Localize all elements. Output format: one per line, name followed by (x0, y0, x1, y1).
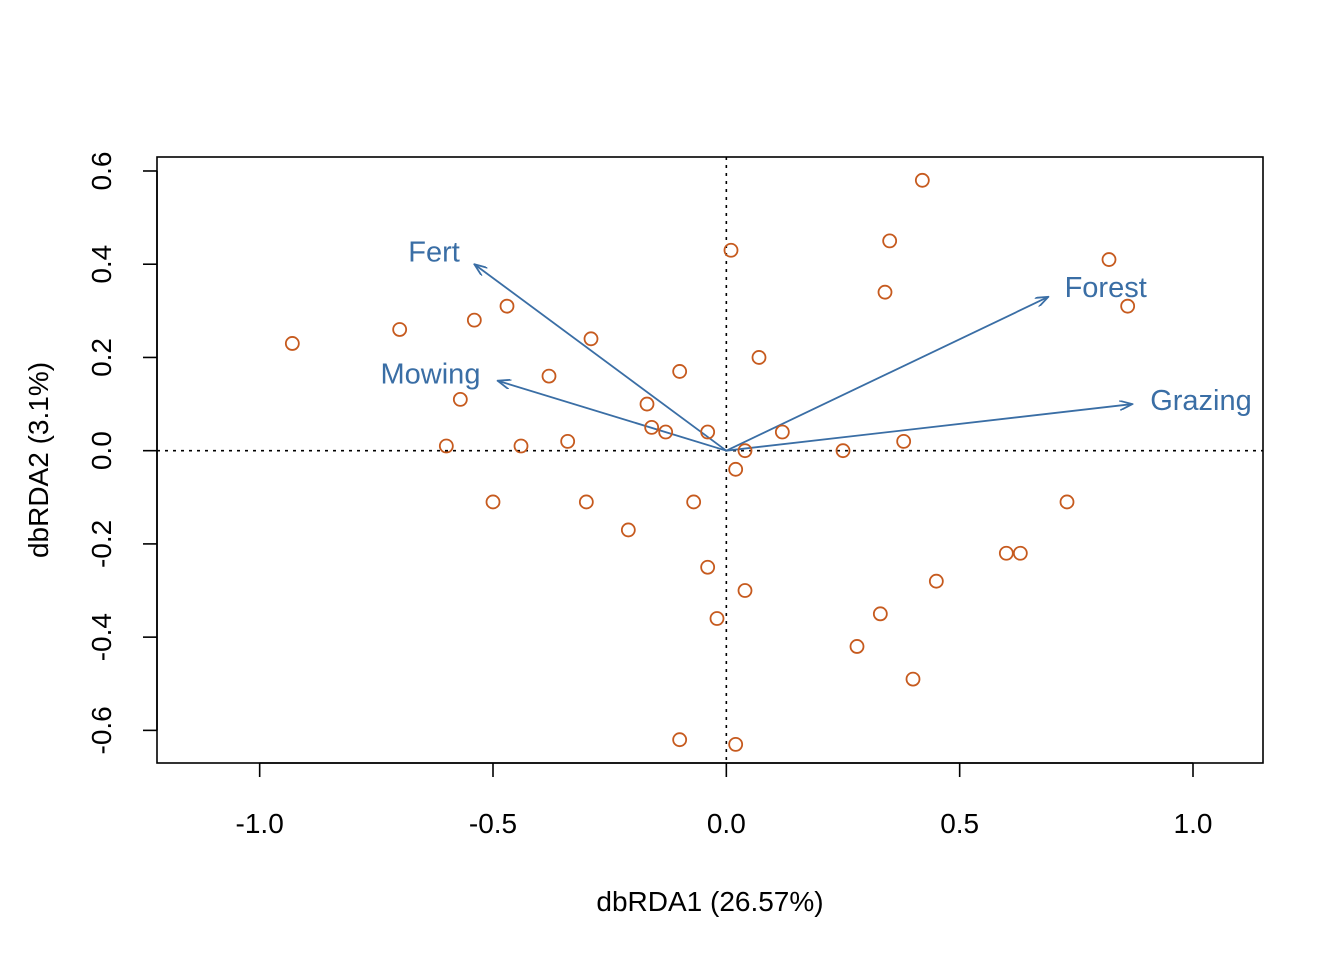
data-point (700, 559, 716, 575)
data-point (392, 322, 408, 337)
y-tick-label: 0.6 (86, 152, 117, 191)
x-axis: -1.0 -0.5 0.0 0.5 1.0 (236, 762, 1213, 839)
y-tick-label: 0.2 (86, 338, 117, 377)
data-point (1012, 545, 1028, 561)
arrow-label-mowing: Mowing (381, 358, 481, 390)
y-axis: -0.6 -0.4 -0.2 0.0 0.2 0.4 0.6 (86, 152, 158, 754)
arrow-mowing (498, 381, 727, 452)
y-tick-label: -0.2 (86, 520, 117, 568)
y-tick-label: -0.4 (86, 613, 117, 661)
data-point (284, 336, 300, 351)
x-tick-label: -1.0 (236, 808, 284, 839)
data-point (583, 331, 599, 347)
data-point (877, 284, 893, 300)
data-point (737, 583, 753, 598)
data-point (835, 443, 851, 459)
data-point (928, 573, 944, 589)
data-point (723, 242, 739, 258)
data-point (1059, 494, 1075, 510)
arrow-label-forest: Forest (1065, 272, 1147, 304)
data-point (541, 368, 557, 384)
data-point (700, 424, 716, 440)
y-axis-title: dbRDA2 (3.1%) (23, 362, 54, 558)
data-point (737, 443, 753, 459)
data-point (872, 606, 888, 622)
arrow-forest (725, 297, 1048, 452)
data-point (998, 545, 1014, 561)
reference-lines (157, 157, 1263, 763)
data-point (499, 298, 515, 314)
data-point (1120, 298, 1136, 314)
data-point (452, 391, 468, 407)
data-point (466, 312, 482, 328)
arrow-fert (474, 264, 727, 452)
data-point (639, 396, 655, 412)
data-point (774, 424, 790, 440)
y-tick-label: 0.0 (86, 431, 117, 470)
y-tick-label: -0.6 (86, 706, 117, 754)
data-point (882, 233, 898, 249)
data-point (728, 736, 744, 752)
data-point (560, 433, 576, 449)
data-point (672, 364, 688, 379)
arrow-label-grazing: Grazing (1150, 385, 1252, 417)
arrow-label-fert: Fert (408, 237, 460, 269)
data-point (914, 172, 930, 188)
data-point (658, 424, 674, 440)
arrow-grazing (726, 404, 1132, 452)
data-point (578, 494, 594, 510)
data-point (644, 419, 660, 435)
data-point (896, 433, 912, 449)
data-point (728, 461, 744, 477)
y-tick-label: 0.4 (86, 245, 117, 284)
x-tick-label: 0.5 (940, 808, 979, 839)
data-point (438, 438, 454, 454)
plot-frame (156, 156, 1264, 764)
data-point (849, 639, 865, 654)
data-point (513, 438, 529, 454)
x-tick-label: 1.0 (1174, 808, 1213, 839)
data-point (672, 732, 688, 748)
biplot-arrows: Fert Mowing Forest Grazing (381, 237, 1252, 452)
x-axis-title: dbRDA1 (26.57%) (596, 886, 823, 917)
x-tick-label: 0.0 (707, 808, 746, 839)
data-point (686, 494, 702, 510)
scatter-points (284, 172, 1136, 752)
data-point (485, 494, 501, 510)
data-point (620, 522, 636, 538)
data-point (751, 350, 767, 365)
x-tick-label: -0.5 (469, 808, 517, 839)
data-point (905, 671, 921, 687)
data-point (1101, 252, 1117, 267)
data-point (709, 611, 725, 626)
